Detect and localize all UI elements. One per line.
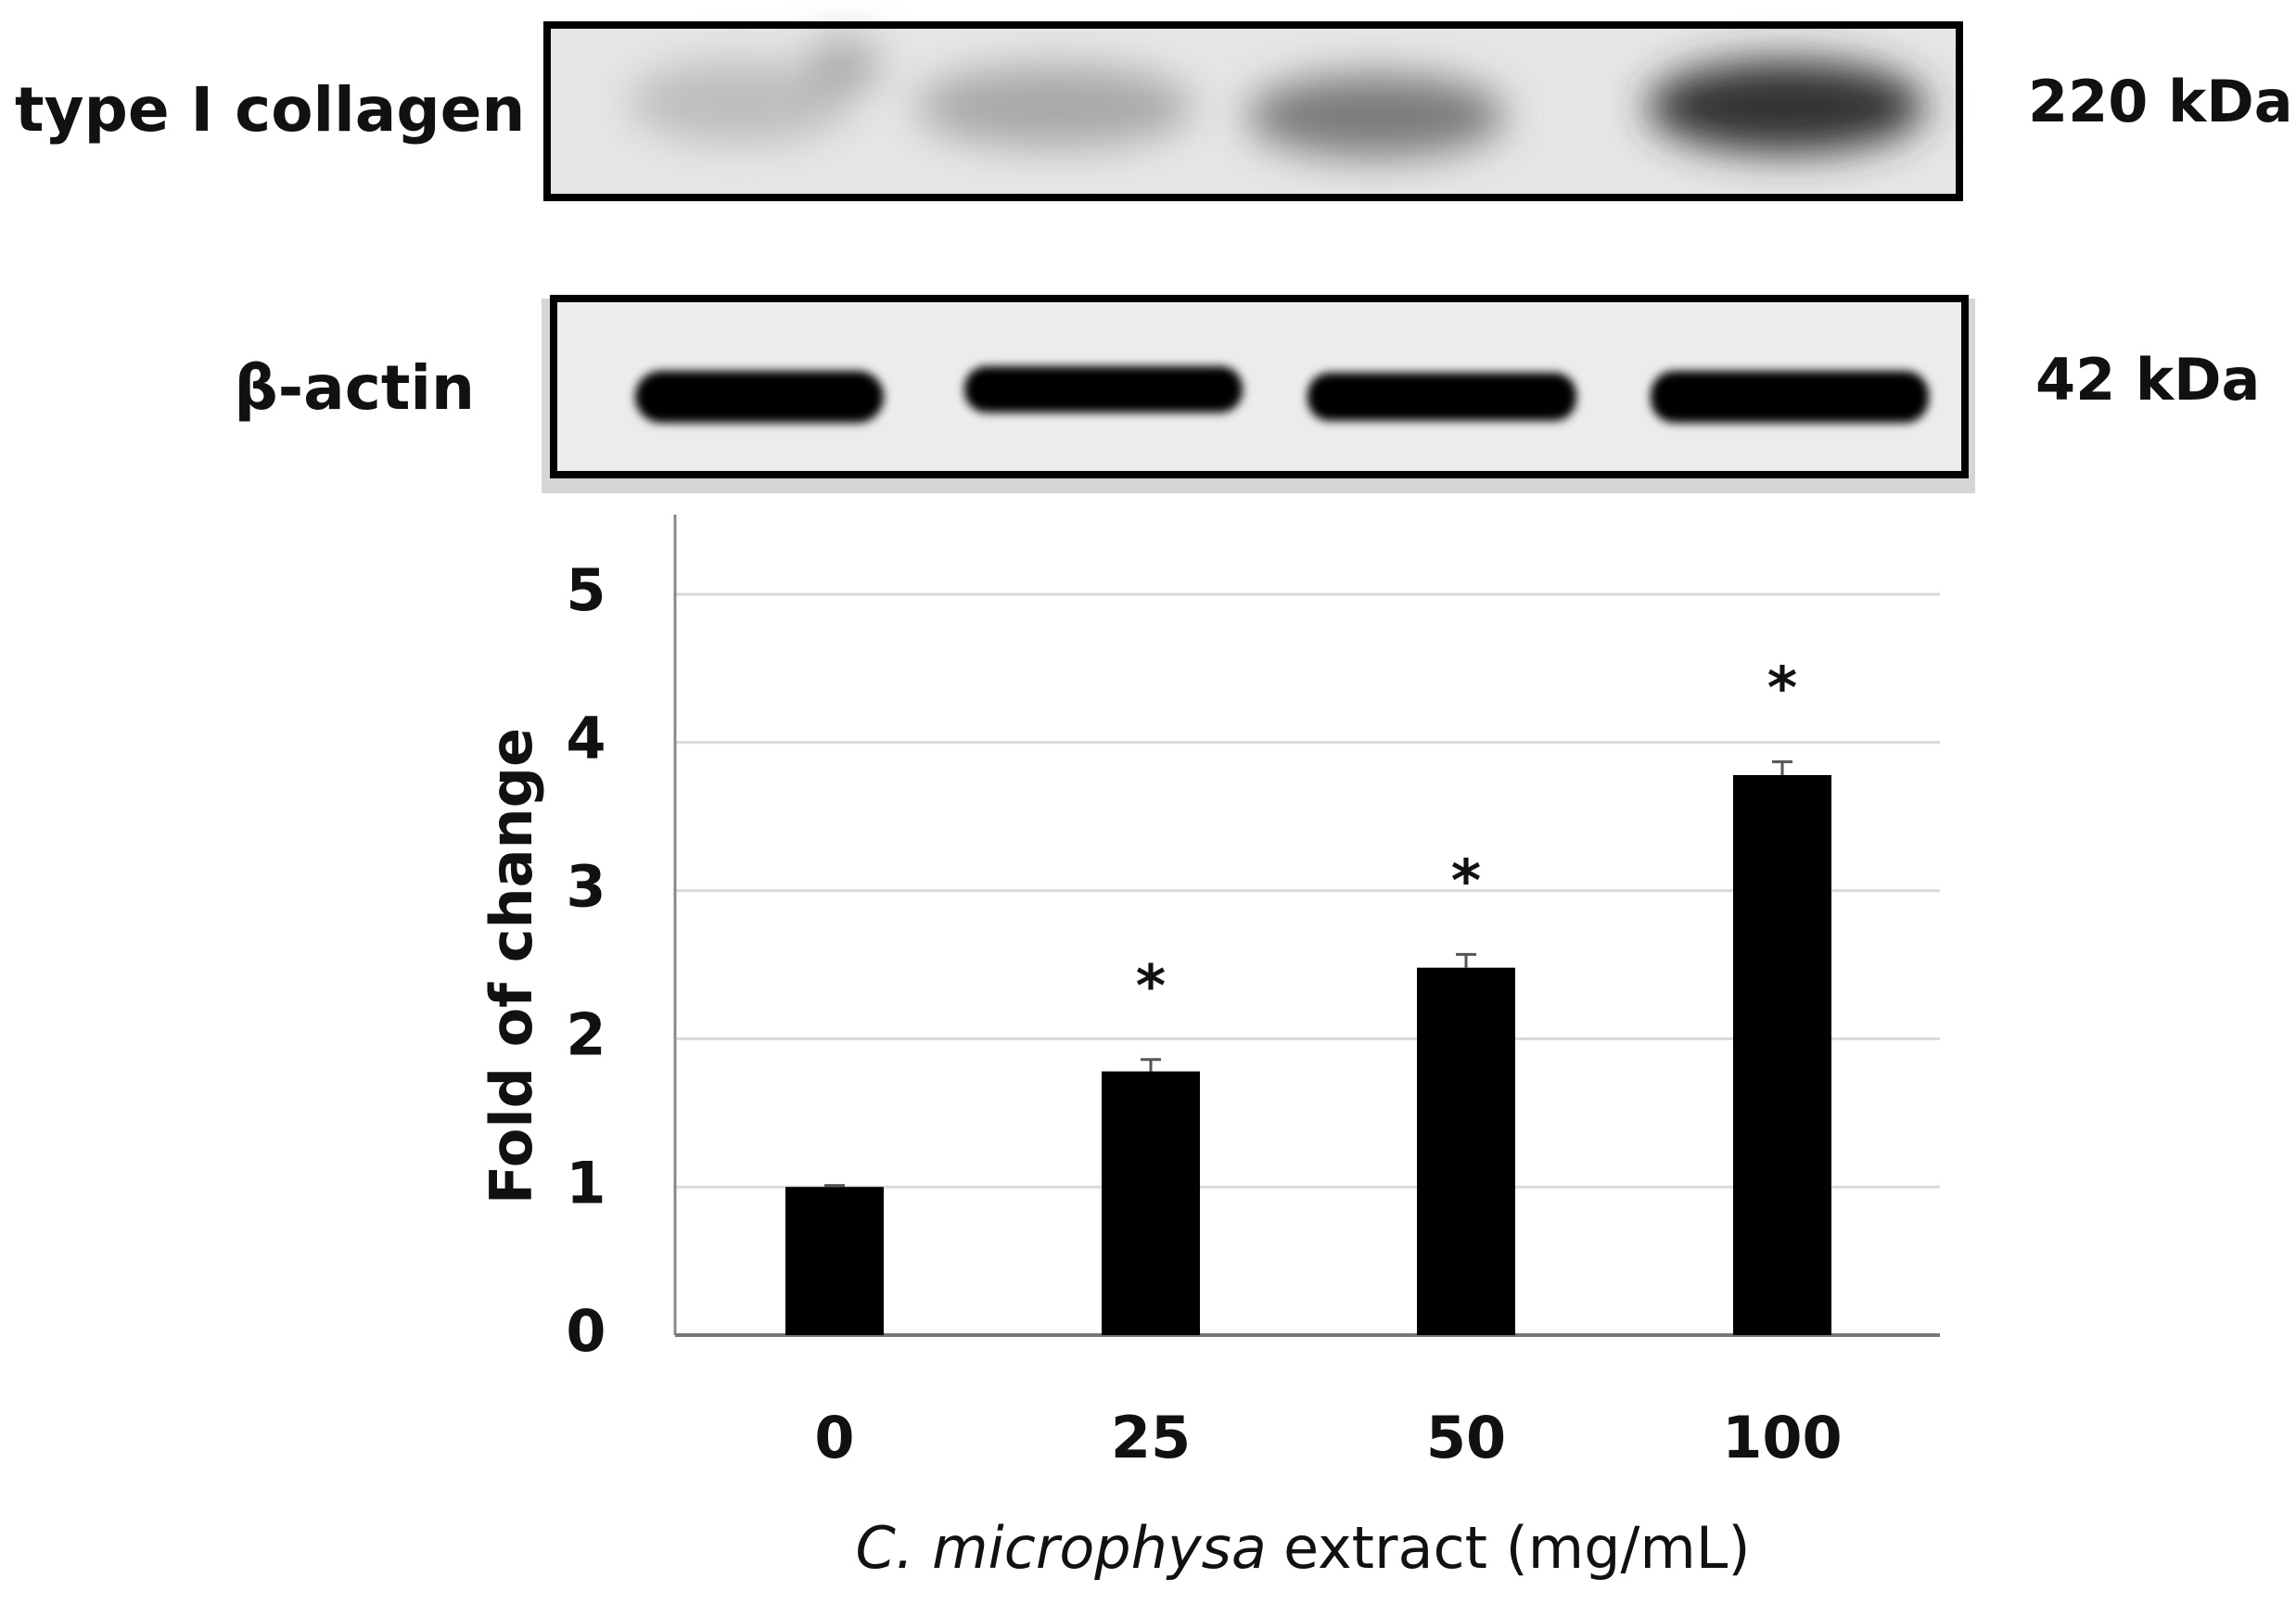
y-tick-label: 0 (566, 1297, 606, 1365)
y-axis-title: Fold of change (478, 728, 545, 1204)
bar (785, 1187, 884, 1335)
blot-label: β-actin (235, 352, 475, 424)
blot-size: 220 kDa (2028, 68, 2293, 135)
blot-collagen (543, 21, 1963, 201)
x-tick-label: 25 (1111, 1404, 1191, 1471)
significance-mark: * (1767, 655, 1797, 722)
y-tick-label: 2 (566, 1000, 606, 1068)
x-tick-label: 0 (814, 1404, 854, 1471)
x-tick-label: 50 (1426, 1404, 1506, 1471)
y-tick-label: 5 (566, 556, 606, 624)
y-tick-label: 4 (566, 705, 606, 772)
significance-mark: * (1136, 952, 1166, 1020)
x-tick-label: 100 (1722, 1404, 1842, 1471)
y-tick-label: 3 (566, 853, 606, 921)
x-axis-title: C. microphysa extract (mg/mL) (855, 1514, 1750, 1582)
blot-actin (542, 295, 1975, 493)
y-tick-label: 1 (566, 1149, 606, 1216)
blot-label: type I collagen (15, 74, 525, 146)
significance-mark: * (1451, 847, 1481, 914)
bar (1733, 774, 1831, 1335)
error-bar (824, 1184, 845, 1188)
error-bar (1141, 1058, 1161, 1072)
error-bar (1456, 952, 1476, 968)
bar (1102, 1071, 1200, 1335)
blot-size: 42 kDa (2035, 346, 2260, 414)
x-axis-title-species: C. microphysa (855, 1514, 1266, 1582)
error-bar (1772, 760, 1792, 775)
x-axis-title-unit: extract (mg/mL) (1283, 1514, 1751, 1582)
bar (1417, 967, 1515, 1335)
